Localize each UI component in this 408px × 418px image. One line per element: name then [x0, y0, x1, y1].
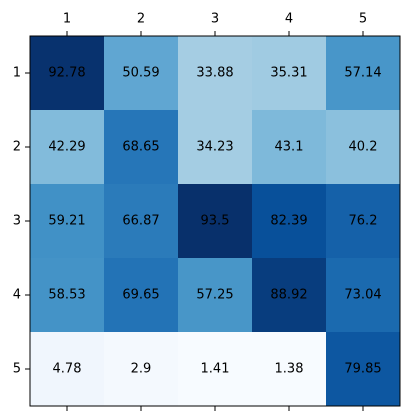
heatmap-cell-r3-c5 [326, 184, 401, 259]
cell-value-label: 88.92 [270, 288, 307, 303]
cell-value-label: 1.38 [275, 362, 304, 377]
value-labels-layer: 92.78 50.59 33.88 35.31 57.14 42.29 68.65 34.23… [48, 66, 381, 377]
heatmap-cell-r2-c1 [30, 110, 105, 185]
x-tick-label: 4 [285, 12, 293, 27]
heatmap-cell-r1-c4 [252, 36, 327, 111]
x-tick-label: 1 [63, 12, 71, 27]
heatmap-cell-r5-c3 [178, 332, 253, 407]
heatmap-cell-r1-c1 [30, 36, 105, 111]
heatmap-cell-r3-c4 [252, 184, 327, 259]
heatmap-cell-r1-c3 [178, 36, 253, 111]
y-tick-label: 5 [13, 362, 21, 377]
cell-value-label: 59.21 [48, 214, 85, 229]
cell-value-label: 34.23 [196, 140, 233, 155]
cell-value-label: 1.41 [201, 362, 230, 377]
cell-value-label: 4.78 [53, 362, 82, 377]
x-tick-label: 3 [211, 12, 219, 27]
heatmap-cell-r3-c3 [178, 184, 253, 259]
cell-value-label: 68.65 [122, 140, 159, 155]
cell-value-label: 93.5 [201, 214, 230, 229]
heatmap-cell-r4-c2 [104, 258, 179, 333]
heatmap-cell-r1-c2 [104, 36, 179, 111]
cell-value-label: 82.39 [270, 214, 307, 229]
cell-value-label: 76.2 [349, 214, 378, 229]
heatmap-cell-r4-c3 [178, 258, 253, 333]
heatmap-cell-r5-c1 [30, 332, 105, 407]
y-tick-label: 3 [13, 214, 21, 229]
y-tick-label: 1 [13, 66, 21, 81]
heatmap-cell-r1-c5 [326, 36, 401, 111]
cell-value-label: 73.04 [344, 288, 381, 303]
cells-layer [30, 36, 401, 407]
cell-value-label: 92.78 [48, 66, 85, 81]
cell-value-label: 35.31 [270, 66, 307, 81]
heatmap-cell-r4-c1 [30, 258, 105, 333]
y-tick-label: 2 [13, 140, 21, 155]
cell-value-label: 57.14 [344, 66, 381, 81]
cell-value-label: 58.53 [48, 288, 85, 303]
cell-value-label: 42.29 [48, 140, 85, 155]
heatmap-cell-r4-c5 [326, 258, 401, 333]
heatmap-cell-r5-c2 [104, 332, 179, 407]
cell-value-label: 43.1 [275, 140, 304, 155]
cell-value-label: 57.25 [196, 288, 233, 303]
cell-value-label: 69.65 [122, 288, 159, 303]
heatmap-cell-r5-c4 [252, 332, 327, 407]
cell-value-label: 40.2 [349, 140, 378, 155]
heatmap-cell-r2-c3 [178, 110, 253, 185]
heatmap-cell-r5-c5 [326, 332, 401, 407]
x-tick-label: 2 [137, 12, 145, 27]
heatmap-cell-r3-c2 [104, 184, 179, 259]
heatmap-cell-r4-c4 [252, 258, 327, 333]
heatmap-cell-r3-c1 [30, 184, 105, 259]
heatmap-cell-r2-c5 [326, 110, 401, 185]
x-tick-label: 5 [359, 12, 367, 27]
cell-value-label: 79.85 [344, 362, 381, 377]
heatmap-cell-r2-c2 [104, 110, 179, 185]
cell-value-label: 33.88 [196, 66, 233, 81]
ticks-layer: 1 2 3 4 5 1 2 3 4 5 [13, 12, 367, 411]
cell-value-label: 2.9 [131, 362, 152, 377]
y-tick-label: 4 [13, 288, 21, 303]
heatmap-cell-r2-c4 [252, 110, 327, 185]
cell-value-label: 66.87 [122, 214, 159, 229]
cell-value-label: 50.59 [122, 66, 159, 81]
